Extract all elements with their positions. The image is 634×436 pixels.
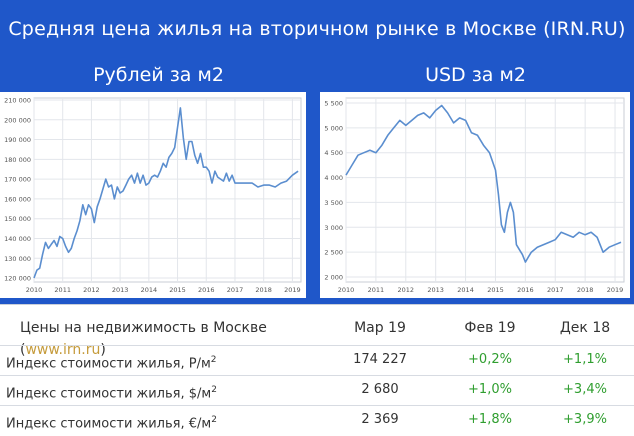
column-mar19: Мар 19	[354, 320, 406, 336]
row-label-text: Индекс стоимости жилья, €/м	[6, 416, 212, 432]
y-tick-label: 5 500	[324, 99, 343, 107]
x-tick-label: 2015	[487, 286, 504, 294]
y-tick-label: 140 000	[4, 235, 31, 243]
row-change-feb: +0,2%	[468, 352, 512, 367]
table-row: Индекс стоимости жилья, $/м2 2 680 +1,0%…	[0, 378, 634, 402]
x-tick-label: 2015	[169, 286, 186, 294]
table-title-end: )	[100, 342, 106, 358]
series-line	[345, 104, 622, 263]
y-tick-label: 120 000	[4, 275, 31, 283]
series-line	[33, 107, 299, 279]
row-change-feb: +1,0%	[468, 382, 512, 397]
y-tick-label: 210 000	[4, 96, 31, 104]
chart-rub: 120 000 130 000 140 000 150 000 160 000 170 0…	[4, 96, 302, 294]
row-label: Индекс стоимости жилья, Р/м2	[6, 348, 306, 376]
x-tick-label: 2011	[54, 286, 71, 294]
row-value: 2 680	[361, 382, 399, 397]
y-tick-label: 170 000	[4, 176, 31, 184]
y-tick-label: 2 500	[324, 249, 343, 257]
x-tick-label: 2016	[198, 286, 215, 294]
table-divider	[0, 345, 634, 346]
y-tick-label: 180 000	[4, 156, 31, 164]
x-tick-label: 2010	[26, 286, 43, 294]
y-tick-label: 3 500	[324, 199, 343, 207]
column-dec18: Дек 18	[559, 320, 611, 336]
y-tick-label: 4 000	[324, 174, 343, 182]
x-tick-label: 2013	[112, 286, 129, 294]
row-change-dec: +3,9%	[563, 412, 607, 427]
table-divider	[0, 375, 634, 376]
row-value: 2 369	[361, 412, 399, 427]
y-tick-label: 190 000	[4, 136, 31, 144]
y-tick-label: 200 000	[4, 116, 31, 124]
page-title: Средняя цена жилья на вторичном рынке в …	[0, 0, 634, 58]
site-link[interactable]: www.irn.ru	[25, 342, 101, 358]
table-title: Цены на недвижимость в Москве (www.irn.r…	[20, 317, 350, 361]
row-label: Индекс стоимости жилья, $/м2	[6, 378, 306, 406]
x-tick-label: 2018	[255, 286, 272, 294]
x-tick-label: 2016	[517, 286, 534, 294]
x-tick-label: 2017	[227, 286, 244, 294]
table-row: Индекс стоимости жилья, €/м2 2 369 +1,8%…	[0, 408, 634, 432]
x-tick-label: 2013	[427, 286, 444, 294]
x-tick-label: 2014	[141, 286, 158, 294]
y-tick-label: 160 000	[4, 195, 31, 203]
x-tick-label: 2017	[547, 286, 564, 294]
x-tick-label: 2011	[368, 286, 385, 294]
row-label-sup: 2	[211, 385, 217, 395]
x-tick-label: 2014	[457, 286, 474, 294]
y-tick-label: 130 000	[4, 255, 31, 263]
row-change-dec: +1,1%	[563, 352, 607, 367]
y-tick-label: 150 000	[4, 215, 31, 223]
row-change-dec: +3,4%	[563, 382, 607, 397]
table-title-text: Цены на недвижимость в Москве (	[20, 320, 267, 358]
x-tick-label: 2012	[83, 286, 100, 294]
plot-area	[345, 97, 625, 283]
plot-area	[33, 97, 302, 283]
row-label-text: Индекс стоимости жилья, Р/м	[6, 356, 211, 372]
table-row: Индекс стоимости жилья, Р/м2 174 227 +0,…	[0, 348, 634, 372]
price-table: Цены на недвижимость в Москве (www.irn.r…	[0, 304, 634, 435]
column-feb19: Фев 19	[464, 320, 516, 336]
row-change-feb: +1,8%	[468, 412, 512, 427]
y-tick-label: 5 000	[324, 124, 343, 132]
row-value: 174 227	[353, 352, 407, 367]
row-label-sup: 2	[210, 355, 217, 365]
chart-title-rub: Рублей за м2	[0, 58, 317, 92]
x-tick-label: 2018	[577, 286, 594, 294]
row-label-text: Индекс стоимости жилья, $/м	[6, 386, 212, 402]
chart-panel-rub: 120 000 130 000 140 000 150 000 160 000 170 0…	[0, 92, 306, 298]
row-label-sup: 2	[211, 415, 217, 425]
chart-usd: 2 000 2 500 3 000 3 500 4 000 4 500 5 000 5 500…	[324, 97, 625, 294]
x-tick-label: 2010	[338, 286, 355, 294]
chart-panel-usd: 2 000 2 500 3 000 3 500 4 000 4 500 5 000 5 500…	[320, 92, 630, 298]
table-divider	[0, 405, 634, 406]
table-header: Цены на недвижимость в Москве (www.irn.r…	[0, 317, 634, 358]
y-tick-label: 2 000	[324, 274, 343, 282]
y-tick-label: 3 000	[324, 224, 343, 232]
row-label: Индекс стоимости жилья, €/м2	[6, 408, 306, 436]
chart-title-usd: USD за м2	[317, 58, 634, 92]
x-tick-label: 2012	[398, 286, 415, 294]
x-tick-label: 2019	[284, 286, 301, 294]
x-tick-label: 2019	[607, 286, 624, 294]
y-tick-label: 4 500	[324, 149, 343, 157]
